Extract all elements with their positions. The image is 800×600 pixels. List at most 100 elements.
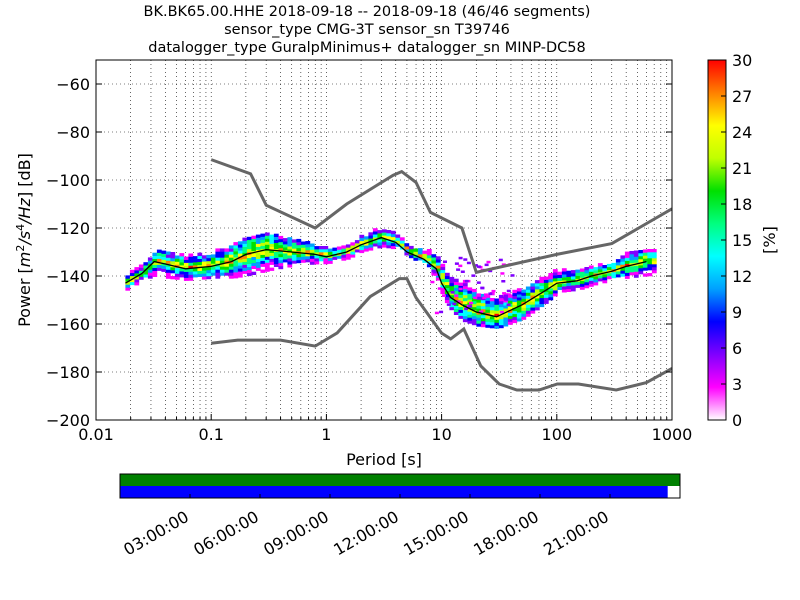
pdf-cell [300,241,306,245]
pdf-cell [237,274,243,278]
pdf-cell [201,255,207,259]
y-tick-label: −60 [56,75,90,94]
pdf-cell [440,290,446,295]
pdf-cell [264,256,270,260]
pdf-cell [228,257,234,261]
pdf-cell [350,254,356,258]
pdf-cell [633,253,639,257]
pdf-cell [404,246,410,250]
title-line-2: datalogger_type GuralpMinimus+ datalogge… [148,40,585,56]
pdf-cell [516,303,522,307]
pdf-cell [251,271,257,275]
pdf-cell [566,282,572,286]
pdf-cell [372,228,378,232]
pdf-cell [449,294,455,299]
pdf-cell [440,284,446,289]
pdf-cell [363,248,369,252]
pdf-cell [480,299,486,304]
pdf-cell [440,272,446,277]
pdf-cell [219,260,225,264]
pdf-cell [525,292,531,296]
pdf-cell [516,312,522,316]
pdf-cell [269,255,275,259]
pdf-cell [125,278,131,282]
pdf-cell [516,318,522,322]
pdf-cell [453,296,459,300]
pdf-cell [647,261,653,265]
colorbar: 0 3 6 9 12 15 18 21 24 27 30 [%] [707,51,779,430]
pdf-cell [467,320,473,324]
pdf-cell [251,253,257,257]
pdf-cell [543,294,549,298]
pdf-cell [442,294,446,297]
pdf-cell [282,238,288,242]
pdf-cell [305,259,311,263]
pdf-cell [504,298,509,301]
pdf-cell [530,286,536,290]
pdf-cell [539,297,545,302]
pdf-cell [309,243,315,247]
colorbar-tick-label: 15 [732,231,752,250]
pdf-cell [615,259,621,263]
pdf-cell [224,248,230,252]
pdf-cell [395,237,401,241]
pdf-cell [219,272,225,276]
y-axis-label-part: /s [15,231,34,247]
pdf-cell [287,243,293,247]
pdf-cell [516,309,522,313]
pdf-cell [350,251,356,255]
pdf-cell [629,257,635,261]
pdf-cell [183,277,189,281]
pdf-cell [629,260,635,264]
pdf-cell [183,265,189,269]
pdf-cell [624,257,630,261]
pdf-cell [174,255,180,259]
pdf-cell [219,263,225,267]
pdf-cell [525,313,531,317]
pdf-cell [498,258,503,262]
pdf-cell [512,301,518,306]
pdf-cell [503,317,509,321]
pdf-cell [147,257,153,261]
pdf-cell [251,241,257,245]
pdf-cell [471,274,476,277]
pdf-cell [386,236,392,240]
pdf-cell [192,265,198,269]
pdf-cell [255,237,261,241]
pdf-cell [534,301,540,305]
pdf-cell [417,257,423,261]
pdf-cell [507,315,513,319]
pdf-cell [458,300,464,304]
pdf-cell [156,255,162,259]
pdf-cell [485,321,491,325]
pdf-cell [588,271,594,275]
pdf-cell [278,235,284,240]
pdf-cell [476,265,481,268]
pdf-cell [485,300,491,304]
pdf-cell [165,272,171,276]
pdf-cell [575,281,581,285]
pdf-cell [165,257,171,261]
pdf-cell [318,252,324,256]
pdf-cell [296,259,302,264]
pdf-cell [543,285,549,289]
pdf-cell [269,240,275,244]
pdf-cell [404,243,410,247]
pdf-cell [502,292,507,295]
pdf-cell [440,266,446,271]
pdf-cell [246,269,252,274]
pdf-cell [476,299,482,303]
pdf-cell [197,264,203,268]
pdf-cell [510,274,515,277]
pdf-cell [206,272,212,277]
y-tick-label: −80 [56,123,90,142]
pdf-cell [318,249,324,253]
pdf-cell [134,273,140,277]
pdf-cell [647,255,653,259]
pdf-cell [512,307,518,312]
pdf-cell [273,242,279,246]
pdf-cell [624,266,630,270]
pdf-cell [251,265,257,269]
pdf-cell [530,298,536,302]
